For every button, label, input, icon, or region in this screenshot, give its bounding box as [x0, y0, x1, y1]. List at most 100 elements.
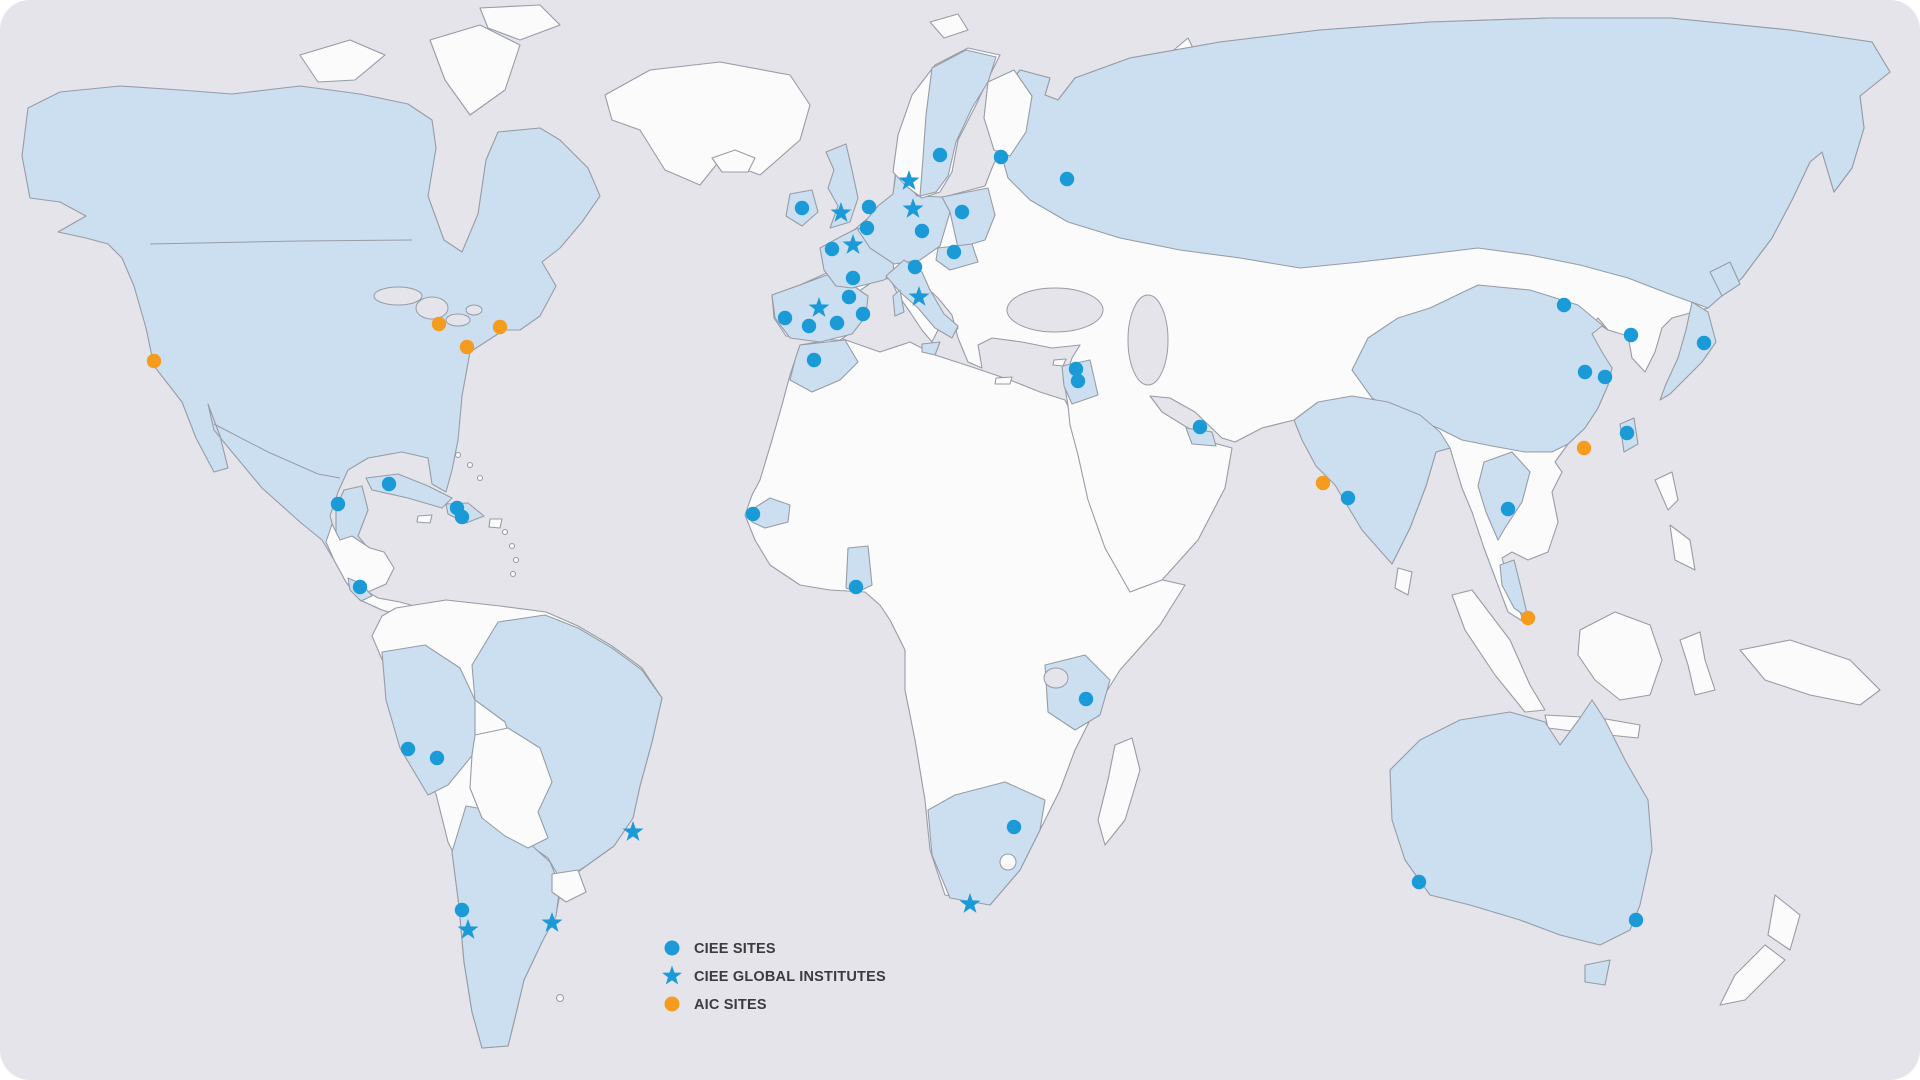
- ciee-site-marker[interactable]: [859, 220, 875, 236]
- landmass-ellesmere-island: [479, 4, 561, 41]
- island-antilles-2: [508, 542, 516, 550]
- ciee-site-marker[interactable]: [1070, 373, 1086, 389]
- island-sumatra: [1451, 589, 1546, 713]
- island-puerto-rico: [488, 518, 503, 529]
- aic-site-marker[interactable]: [492, 319, 508, 335]
- ciee-site-marker[interactable]: [946, 244, 962, 260]
- markers-layer: [146, 147, 1712, 939]
- ciee-site-marker[interactable]: [352, 579, 368, 595]
- ciee-site-marker[interactable]: [454, 509, 470, 525]
- ciee-site-marker[interactable]: [855, 306, 871, 322]
- ciee-site-marker[interactable]: [1500, 501, 1516, 517]
- ciee-global-institute-marker[interactable]: [959, 893, 981, 913]
- ciee-site-marker[interactable]: [381, 476, 397, 492]
- lake-huron-michigan: [415, 296, 449, 320]
- ciee-site-marker[interactable]: [794, 200, 810, 216]
- country-japan-honshu: [1659, 301, 1717, 401]
- ciee-site-marker[interactable]: [954, 204, 970, 220]
- legend-ciee-sites-icon: [664, 940, 680, 956]
- country-ghana: [845, 545, 873, 593]
- aic-site-marker[interactable]: [459, 339, 475, 355]
- us-mexico-border: [213, 423, 341, 479]
- landmass-australia: [1389, 699, 1653, 946]
- legend-aic-sites-icon: [664, 996, 680, 1012]
- ciee-site-marker[interactable]: [1619, 425, 1635, 441]
- ciee-site-marker[interactable]: [1628, 912, 1644, 928]
- country-russia: [999, 17, 1891, 309]
- island-bahamas-1: [454, 451, 462, 459]
- landmasses: [21, 4, 1891, 1049]
- ciee-site-marker[interactable]: [1623, 327, 1639, 343]
- island-antilles-3: [512, 556, 520, 564]
- lake-victoria: [1043, 667, 1069, 689]
- ciee-site-marker[interactable]: [829, 315, 845, 331]
- ciee-global-institute-marker[interactable]: [808, 297, 830, 317]
- island-philippines-mindanao: [1669, 524, 1696, 571]
- lake-ontario: [465, 304, 483, 316]
- ciee-site-marker[interactable]: [914, 223, 930, 239]
- landmass-baffin-island: [429, 24, 521, 116]
- aic-site-marker[interactable]: [1315, 475, 1331, 491]
- aic-site-marker[interactable]: [431, 316, 447, 332]
- ciee-global-institute-marker[interactable]: [842, 234, 864, 254]
- ciee-site-marker[interactable]: [1556, 297, 1572, 313]
- ciee-site-marker[interactable]: [1068, 361, 1084, 377]
- ciee-site-marker[interactable]: [801, 318, 817, 334]
- ciee-site-marker[interactable]: [1340, 490, 1356, 506]
- island-new-zealand-north: [1767, 894, 1801, 951]
- region-central-america: [325, 523, 415, 617]
- ciee-site-marker[interactable]: [848, 579, 864, 595]
- island-new-guinea: [1739, 639, 1881, 706]
- ciee-site-marker[interactable]: [429, 750, 445, 766]
- country-lesotho: [999, 853, 1017, 871]
- ciee-global-institute-marker[interactable]: [902, 198, 924, 218]
- ciee-site-marker[interactable]: [1006, 819, 1022, 835]
- ciee-site-marker[interactable]: [745, 506, 761, 522]
- island-philippines-luzon: [1654, 471, 1679, 511]
- island-falklands: [555, 993, 565, 1003]
- aic-site-marker[interactable]: [146, 353, 162, 369]
- ciee-global-institute-marker[interactable]: [898, 170, 920, 190]
- ciee-site-marker[interactable]: [454, 902, 470, 918]
- ciee-site-marker[interactable]: [1577, 364, 1593, 380]
- region-chile-argentina: [451, 805, 561, 1049]
- ciee-site-marker[interactable]: [1411, 874, 1427, 890]
- island-jamaica: [416, 514, 433, 524]
- island-bahamas-3: [476, 474, 484, 482]
- ciee-site-marker[interactable]: [861, 199, 877, 215]
- ciee-site-marker[interactable]: [824, 241, 840, 257]
- ciee-site-marker[interactable]: [993, 149, 1009, 165]
- aic-site-marker[interactable]: [1520, 610, 1536, 626]
- caspian-sea: [1127, 294, 1169, 386]
- ciee-site-marker[interactable]: [1696, 335, 1712, 351]
- island-sulawesi: [1679, 631, 1716, 696]
- legend-global-institutes-icon: [662, 965, 682, 985]
- ciee-global-institute-marker[interactable]: [830, 202, 852, 222]
- legend: CIEE SITES CIEE GLOBAL INSTITUTES AIC SI…: [662, 940, 886, 1013]
- country-thailand: [1477, 451, 1531, 541]
- ciee-global-institute-marker[interactable]: [622, 821, 644, 841]
- country-poland: [941, 187, 996, 249]
- ciee-site-marker[interactable]: [841, 289, 857, 305]
- ciee-site-marker[interactable]: [1078, 691, 1094, 707]
- us-canada-border: [149, 239, 413, 245]
- island-bahamas-2: [466, 461, 474, 469]
- ciee-site-marker[interactable]: [845, 270, 861, 286]
- ciee-site-marker[interactable]: [1192, 419, 1208, 435]
- ciee-site-marker[interactable]: [400, 741, 416, 757]
- ciee-global-institute-marker[interactable]: [457, 919, 479, 939]
- aic-site-marker[interactable]: [1576, 440, 1592, 456]
- ciee-global-institute-marker[interactable]: [908, 286, 930, 306]
- ciee-global-institute-marker[interactable]: [541, 912, 563, 932]
- ciee-site-marker[interactable]: [330, 496, 346, 512]
- island-antilles-4: [509, 570, 517, 578]
- island-cyprus: [1052, 358, 1067, 367]
- ciee-site-marker[interactable]: [907, 259, 923, 275]
- ciee-site-marker[interactable]: [806, 352, 822, 368]
- island-madagascar: [1097, 737, 1141, 846]
- ciee-site-marker[interactable]: [932, 147, 948, 163]
- ciee-site-marker[interactable]: [1059, 171, 1075, 187]
- ciee-site-marker[interactable]: [777, 310, 793, 326]
- ciee-site-marker[interactable]: [1597, 369, 1613, 385]
